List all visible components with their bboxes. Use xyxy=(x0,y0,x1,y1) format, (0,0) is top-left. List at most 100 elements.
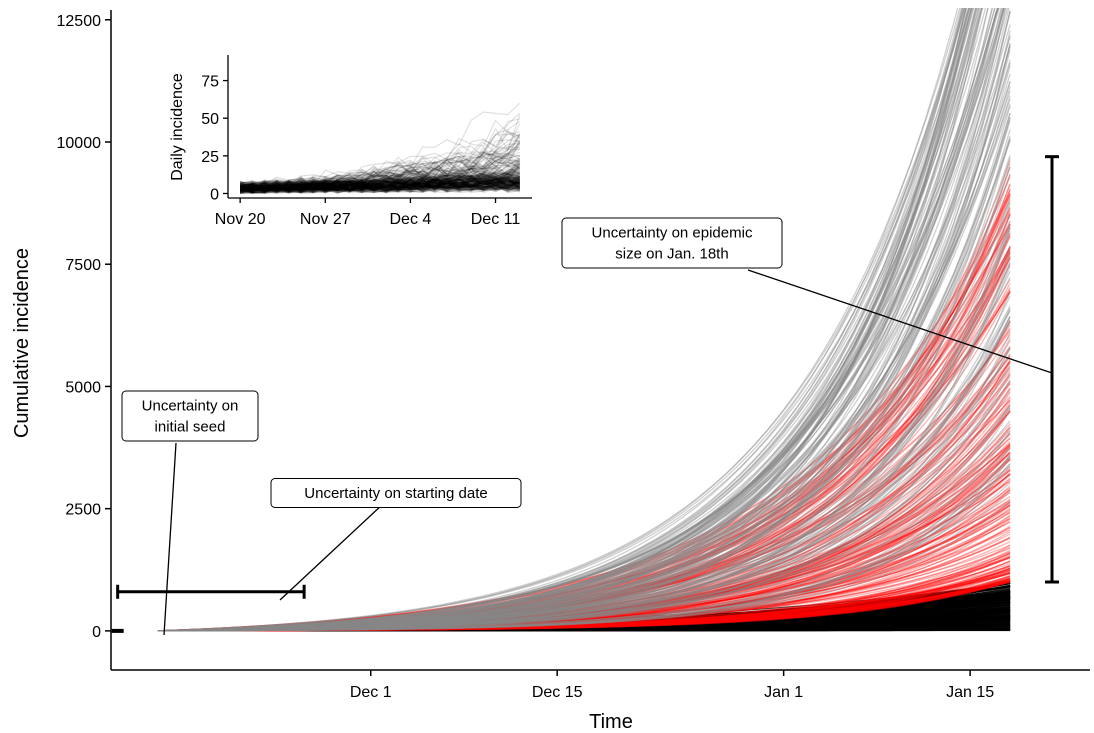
main-series-line xyxy=(157,8,982,632)
inset-series-line xyxy=(240,178,520,192)
main-series-line xyxy=(157,8,994,632)
main-series-line xyxy=(157,492,1011,632)
inset-series-line xyxy=(239,164,521,194)
main-series-line xyxy=(157,482,1011,632)
main-series-line xyxy=(157,577,1011,632)
main-series-line xyxy=(157,579,1011,632)
inset-series-line xyxy=(240,179,521,193)
inset-series-line xyxy=(240,176,521,191)
main-series-line xyxy=(157,8,983,632)
main-series-line xyxy=(157,397,1011,632)
main-series-line xyxy=(157,8,989,632)
inset-series-line xyxy=(240,163,520,191)
main-series-line xyxy=(157,230,1011,632)
main-series-line xyxy=(157,256,1011,632)
main-series-line xyxy=(157,560,1011,632)
main-series-line xyxy=(157,8,983,632)
main-series-line xyxy=(157,59,1011,632)
main-series-line xyxy=(157,320,1011,632)
inset-series-line xyxy=(240,172,521,193)
main-series-line xyxy=(157,400,1011,632)
inset-series-line xyxy=(240,177,520,190)
main-series-line xyxy=(157,340,1011,632)
inset-series-line xyxy=(239,170,520,191)
inset-series-line xyxy=(240,164,521,194)
main-series-line xyxy=(157,90,1011,632)
inset-series-line xyxy=(240,183,520,195)
inset-series-line xyxy=(239,164,521,190)
main-series-line xyxy=(157,8,1005,632)
inset-y-tick-label: 25 xyxy=(201,149,219,166)
main-series-line xyxy=(157,455,1011,632)
inset-series-line xyxy=(239,184,521,194)
main-series-line xyxy=(157,266,1011,632)
main-series-line xyxy=(157,258,1011,632)
inset-series-line xyxy=(240,150,520,193)
inset-series-line xyxy=(239,170,521,192)
main-series-line xyxy=(157,8,981,632)
main-series-line xyxy=(157,246,1011,632)
main-series-line xyxy=(157,287,1011,632)
inset-x-tick-label: Nov 20 xyxy=(215,211,266,228)
inset-series-line xyxy=(240,175,521,191)
inset-series-line xyxy=(239,154,520,193)
main-series-line xyxy=(157,8,967,632)
inset-series-line xyxy=(240,181,520,193)
main-series-line xyxy=(157,401,1011,632)
inset-series-line xyxy=(240,183,520,193)
main-series-line xyxy=(157,224,1011,632)
inset-series-line xyxy=(240,174,521,193)
main-series-line xyxy=(157,373,1011,632)
inset-series-line xyxy=(240,172,521,192)
main-series-line xyxy=(157,468,1011,632)
main-series-line xyxy=(157,135,1011,632)
main-series-line xyxy=(157,485,1011,632)
inset-series-line xyxy=(240,181,521,194)
inset-series-line xyxy=(240,179,520,192)
main-series-line xyxy=(157,395,1011,632)
inset-series-line xyxy=(240,182,521,193)
main-series-line xyxy=(157,433,1011,632)
main-series-line xyxy=(157,518,1011,632)
main-series-line xyxy=(157,551,1011,632)
main-x-tick-label: Dec 15 xyxy=(532,684,583,701)
main-series-line xyxy=(157,472,1011,632)
inset-series-line xyxy=(239,175,521,194)
main-series-line xyxy=(157,410,1011,632)
main-series-line xyxy=(157,8,964,632)
main-series-line xyxy=(157,451,1011,632)
inset-series-line xyxy=(239,181,520,194)
inset-series-line xyxy=(240,134,521,194)
inset-series-line xyxy=(239,130,521,192)
main-series-line xyxy=(157,223,1011,632)
main-series-line xyxy=(157,365,1011,632)
main-series-line xyxy=(157,320,1011,632)
main-series-line xyxy=(157,504,1011,632)
main-series-line xyxy=(157,578,1011,632)
main-series-line xyxy=(157,563,1011,632)
inset-series-line xyxy=(239,179,521,194)
main-series-line xyxy=(157,372,1011,632)
main-series-line xyxy=(157,8,989,632)
main-series-line xyxy=(157,526,1011,632)
inset-series-line xyxy=(239,176,521,193)
inset-series-line xyxy=(240,178,521,194)
main-series-line xyxy=(157,139,1011,632)
main-series-line xyxy=(157,457,1011,632)
main-series-line xyxy=(157,213,1011,632)
inset-series-line xyxy=(240,180,521,192)
main-series-line xyxy=(157,578,1011,632)
inset-series-line xyxy=(239,177,521,192)
inset-series-line xyxy=(239,142,521,191)
main-series-line xyxy=(157,137,1011,632)
main-series-line xyxy=(157,457,1011,632)
main-series-line xyxy=(157,474,1011,632)
main-series-line xyxy=(157,553,1011,632)
inset-series-line xyxy=(240,181,520,193)
inset-series-line xyxy=(240,141,521,192)
inset-series-line xyxy=(240,165,521,191)
main-series-line xyxy=(157,30,1011,632)
inset-series-line xyxy=(239,177,520,194)
main-series-line xyxy=(157,203,1011,632)
inset-series-line xyxy=(239,174,520,192)
